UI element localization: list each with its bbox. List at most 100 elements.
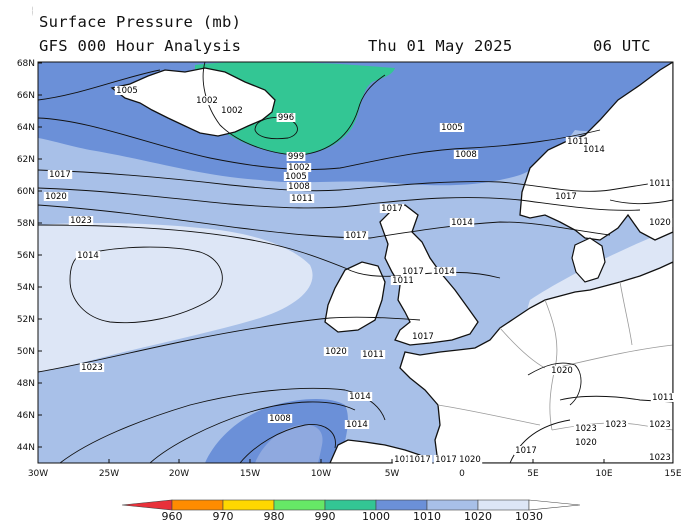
isobar-label: 1008 xyxy=(267,414,293,424)
isobar-label: 1008 xyxy=(453,150,479,160)
land-iceland xyxy=(110,67,276,137)
isobar-label-text: 1023 xyxy=(649,420,671,430)
isobar-label: 1020 xyxy=(647,218,673,228)
isobar-label-bg xyxy=(549,366,575,375)
isobar-label-text: 1014 xyxy=(349,392,371,402)
colorbar: 960 970 980 990 1000 1010 1020 1030 xyxy=(121,499,581,523)
isobar-label: 1011 xyxy=(289,194,315,204)
isobar-label: 1017 xyxy=(513,446,539,456)
lat-label: 64N xyxy=(17,123,35,133)
isobar-label: 1002 xyxy=(219,106,245,116)
isobar-label: 1017 xyxy=(410,332,436,342)
isobar-label: 1014 xyxy=(75,251,101,261)
lat-label: 60N xyxy=(17,187,35,197)
isobar-label-text: 1011 xyxy=(291,194,313,204)
isobar-label-text: 999 xyxy=(288,152,304,162)
isobar-label-text: 1020 xyxy=(45,192,67,202)
colorbar-tick-label: 1010 xyxy=(413,510,441,523)
isobar-label: 1017 xyxy=(400,267,426,277)
isobar-label: 1023 xyxy=(573,424,599,434)
isobar-label-text: 1023 xyxy=(81,363,103,373)
isobar-label-bg xyxy=(276,113,296,122)
isobar-label-text: 1014 xyxy=(451,218,473,228)
model-run-label: GFS 000 Hour Analysis xyxy=(39,37,242,55)
isobar-label-bg xyxy=(457,455,483,464)
isobar-label-bg xyxy=(647,218,673,227)
lat-label: 56N xyxy=(17,251,35,261)
isobar-label: 1017 xyxy=(553,192,579,202)
lon-label: 15W xyxy=(240,469,260,479)
isobar-label-bg xyxy=(47,170,73,179)
isobar-label: 1017 xyxy=(47,170,73,180)
lat-label: 66N xyxy=(17,91,35,101)
isobar-label-text: 1017 xyxy=(381,204,403,214)
isobar-label-bg xyxy=(68,216,94,225)
isobar-label-text: 1011 xyxy=(362,350,384,360)
isobar-label: 1020 xyxy=(43,192,69,202)
isobar-label-text: 1020 xyxy=(459,455,481,465)
isobar-label-bg xyxy=(347,392,373,401)
isobar-label: 1017 xyxy=(379,204,405,214)
isobar-label-text: 1020 xyxy=(551,366,573,376)
isobar-label: 1014 xyxy=(344,420,370,430)
isobar-label: 1023 xyxy=(647,420,673,430)
isobar-label-text: 1023 xyxy=(70,216,92,226)
isobar-label-text: 1017 xyxy=(49,170,71,180)
isobar-label-text: 1011 xyxy=(652,393,674,403)
isobar-label-bg xyxy=(400,267,426,276)
isobar-label-text: 1020 xyxy=(649,218,671,228)
colorbar-tick-label: 960 xyxy=(162,510,183,523)
lon-label: 10E xyxy=(595,469,612,479)
isobar-label-bg xyxy=(647,179,673,188)
isobar-label-bg xyxy=(267,414,293,423)
colorbar-cell xyxy=(528,499,581,511)
isobar-label-bg xyxy=(344,420,370,429)
isobar-label-bg xyxy=(449,218,475,227)
isobar-label-bg xyxy=(114,86,140,95)
isobar-label: 1011 xyxy=(565,137,591,147)
isobar-label-text: 1005 xyxy=(285,172,307,182)
watermark-text: © www.PassageWeather.com xyxy=(32,6,34,15)
isobar-label-bg xyxy=(573,424,599,433)
isobar-label-bg xyxy=(360,350,386,359)
isobar-label: 1002 xyxy=(194,96,220,106)
colorbar-tick-label: 1000 xyxy=(362,510,390,523)
isobar-label-text: 1017 xyxy=(345,231,367,241)
isobar-label-bg xyxy=(219,106,245,115)
isobar-label-text: 1005 xyxy=(116,86,138,96)
isobar-label-text: 1023 xyxy=(649,453,671,463)
isobar-label: 1011 xyxy=(650,393,676,403)
isobar-label-text: 1008 xyxy=(269,414,291,424)
colorbar-cell xyxy=(324,499,377,511)
colorbar-tick-label: 1020 xyxy=(464,510,492,523)
isobar-label: 1023 xyxy=(647,453,673,463)
land-ireland xyxy=(324,261,386,333)
colorbar-cell xyxy=(375,499,428,511)
map-frame xyxy=(37,61,674,464)
isobars xyxy=(38,62,673,463)
isobar-label-bg xyxy=(439,123,465,132)
colorbar-tick-label: 970 xyxy=(213,510,234,523)
colorbar-tick-label: 1030 xyxy=(515,510,543,523)
isobar-label-text: 1023 xyxy=(575,424,597,434)
isobar-label-text: 1002 xyxy=(288,163,310,173)
isobar-label-text: 1017 xyxy=(435,455,457,465)
isobar-label-text: 1023 xyxy=(605,420,627,430)
valid-time: 06 UTC xyxy=(593,37,651,55)
lat-label: 44N xyxy=(17,443,35,453)
isobar-label-bg xyxy=(75,251,101,260)
isobar-label: 1008 xyxy=(286,182,312,192)
isobar-label: 1014 xyxy=(392,455,418,465)
isobar-label-text: 1014 xyxy=(346,420,368,430)
map-title: Surface Pressure (mb) xyxy=(39,13,242,31)
isobar-label-bg xyxy=(392,455,418,464)
isobar-label-bg xyxy=(79,363,105,372)
isobar-label-text: 1014 xyxy=(433,267,455,277)
isobar-label-bg xyxy=(286,152,306,161)
isobar-label: 1005 xyxy=(439,123,465,133)
lat-label: 54N xyxy=(17,283,35,293)
isobar-label-text: 1017 xyxy=(412,332,434,342)
band-1010-1020-south-inner xyxy=(255,424,323,463)
isobar-label: 1017 xyxy=(407,455,433,465)
isobar-label: 1014 xyxy=(581,145,607,155)
